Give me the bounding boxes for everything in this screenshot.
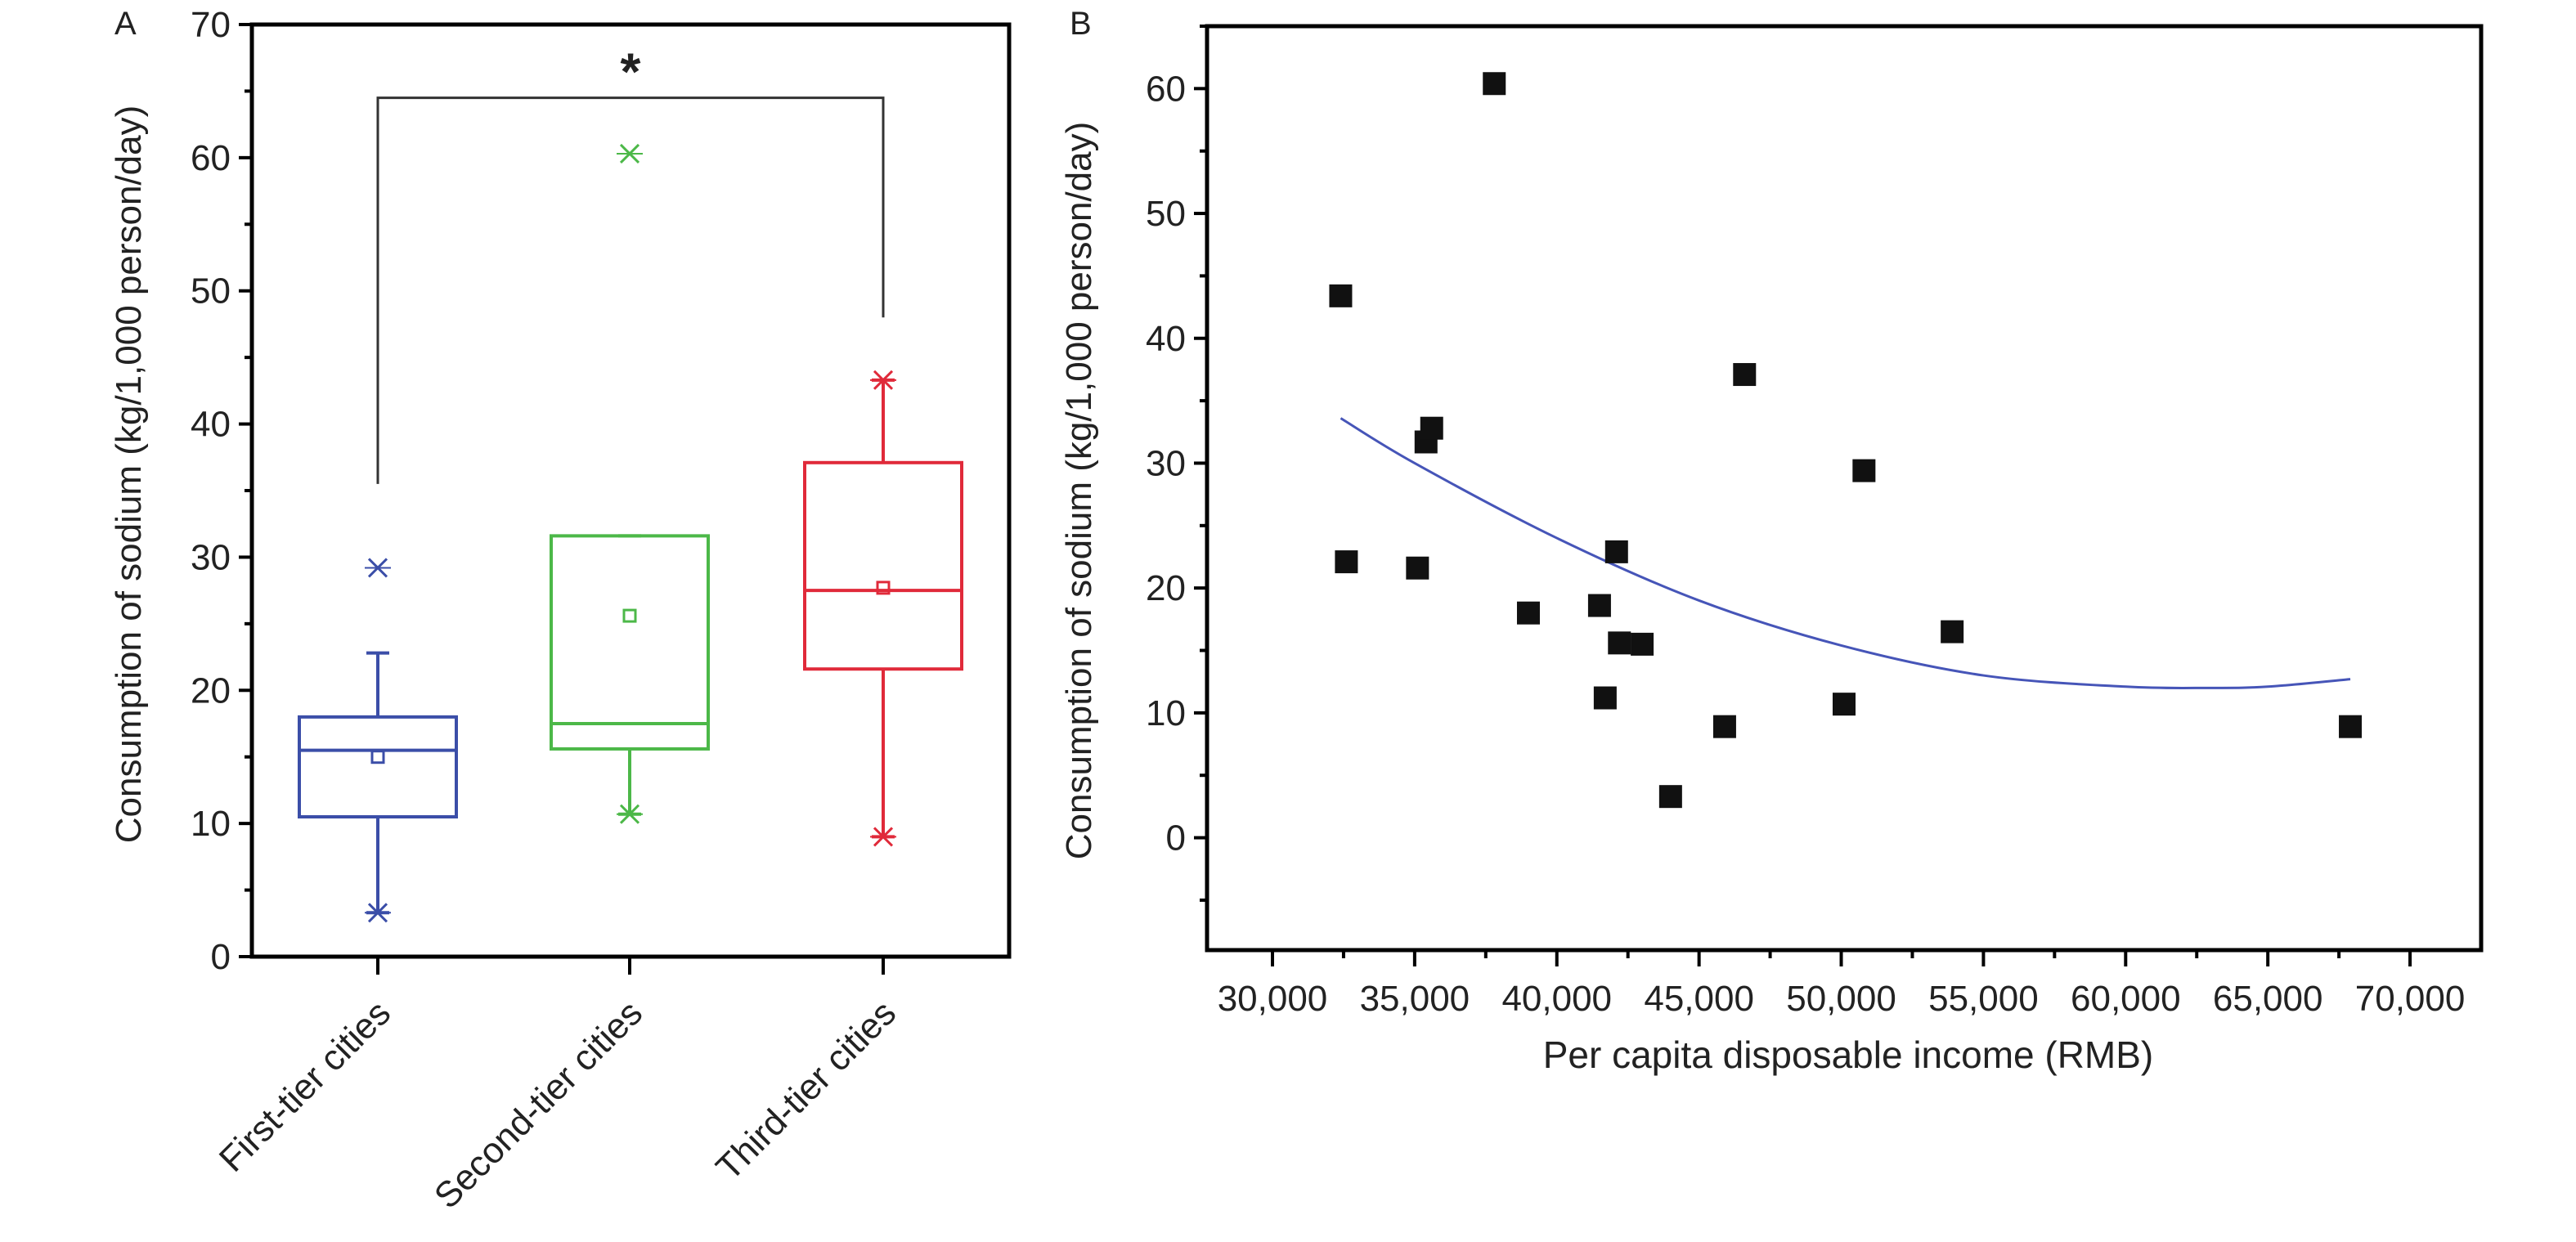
panel-b-x-axis: 30,000 35,000 40,000 45,000 50,000 55,000 60,0… xyxy=(1218,950,2466,1019)
scatter-point xyxy=(1604,540,1628,563)
scatter-point xyxy=(1420,416,1443,440)
box-2 xyxy=(550,143,710,824)
scatter-point xyxy=(1329,284,1353,307)
significance-line xyxy=(376,96,885,484)
y-tick-label: 50 xyxy=(191,271,231,312)
x-tick-label: Second-tier cities xyxy=(427,993,650,1216)
scatter-point xyxy=(1608,631,1631,655)
y-tick-label: 10 xyxy=(191,804,231,844)
scatter-point xyxy=(1587,594,1611,617)
y-tick-label: 40 xyxy=(1146,319,1186,359)
scatter-point xyxy=(1483,72,1506,96)
x-tick-label: 45,000 xyxy=(1644,979,1754,1019)
x-tick-label: 50,000 xyxy=(1786,979,1896,1019)
x-tick-label: Third-tier cities xyxy=(708,993,904,1188)
x-tick-label: 65,000 xyxy=(2213,979,2323,1019)
scatter-point xyxy=(1733,363,1757,387)
panel-b-y-axis-label: Consumption of sodium (kg/1,000 person/d… xyxy=(1059,122,1099,860)
panel-b-y-axis: 0 10 20 30 40 50 60 xyxy=(1146,25,1207,902)
x-tick-label: 60,000 xyxy=(2071,979,2181,1019)
scatter-point xyxy=(2339,715,2363,738)
y-tick-label: 0 xyxy=(211,937,231,977)
panel-a-y-axis-label: Consumption of sodium (kg/1,000 person/d… xyxy=(109,105,149,844)
panel-a-box-plot: A Consumption of sodium (kg/1,000 person… xyxy=(109,5,1012,1217)
panel-a-x-axis: First-tier cities Second-tier cities Third… xyxy=(212,957,904,1217)
x-tick-label: 35,000 xyxy=(1360,979,1470,1019)
y-tick-label: 60 xyxy=(1146,69,1186,109)
y-tick-label: 30 xyxy=(191,537,231,577)
mean-marker xyxy=(622,608,637,623)
y-tick-label: 20 xyxy=(191,670,231,711)
y-tick-label: 50 xyxy=(1146,194,1186,234)
panel-b-label: B xyxy=(1070,6,1092,42)
scatter-point xyxy=(1516,601,1540,625)
panel-b-plot-frame xyxy=(1205,24,2484,953)
box-iqr xyxy=(298,715,458,818)
y-tick-label: 70 xyxy=(191,5,231,45)
box-3 xyxy=(803,370,963,847)
y-tick-label: 30 xyxy=(1146,443,1186,483)
x-tick-label: First-tier cities xyxy=(212,993,398,1179)
scatter-point xyxy=(1631,632,1654,656)
panel-b-points xyxy=(1329,72,2363,809)
panel-a-label: A xyxy=(114,6,137,42)
significance-bracket: * xyxy=(376,43,885,484)
panel-b-x-axis-label: Per capita disposable income (RMB) xyxy=(1543,1034,2154,1076)
x-tick-label: 70,000 xyxy=(2355,979,2466,1019)
panel-a-y-axis: 0 10 20 30 40 50 60 70 xyxy=(191,5,252,977)
scatter-point xyxy=(1335,550,1358,574)
scatter-point xyxy=(1658,785,1682,809)
box-1 xyxy=(298,558,458,923)
significance-star: * xyxy=(621,43,641,101)
y-tick-label: 60 xyxy=(191,138,231,178)
mean-marker xyxy=(370,750,385,764)
scatter-point xyxy=(1833,693,1856,716)
panel-a-boxes xyxy=(298,143,963,923)
scatter-point xyxy=(1712,715,1736,738)
x-tick-label: 40,000 xyxy=(1501,979,1612,1019)
x-tick-label: 30,000 xyxy=(1218,979,1328,1019)
mean-marker xyxy=(876,581,891,595)
scatter-point xyxy=(1852,459,1876,482)
scatter-point xyxy=(1593,686,1617,710)
y-tick-label: 40 xyxy=(191,405,231,445)
fit-curve xyxy=(1340,417,2351,690)
y-tick-label: 20 xyxy=(1146,568,1186,608)
y-tick-label: 0 xyxy=(1166,818,1186,859)
scatter-point xyxy=(1406,556,1429,580)
box-iqr xyxy=(550,534,710,751)
box-iqr xyxy=(803,460,963,671)
y-tick-label: 10 xyxy=(1146,693,1186,733)
scatter-point xyxy=(1941,620,1964,643)
panel-b-scatter-plot: B Consumption of sodium (kg/1,000 person… xyxy=(1059,6,2484,1076)
x-tick-label: 55,000 xyxy=(1928,979,2039,1019)
